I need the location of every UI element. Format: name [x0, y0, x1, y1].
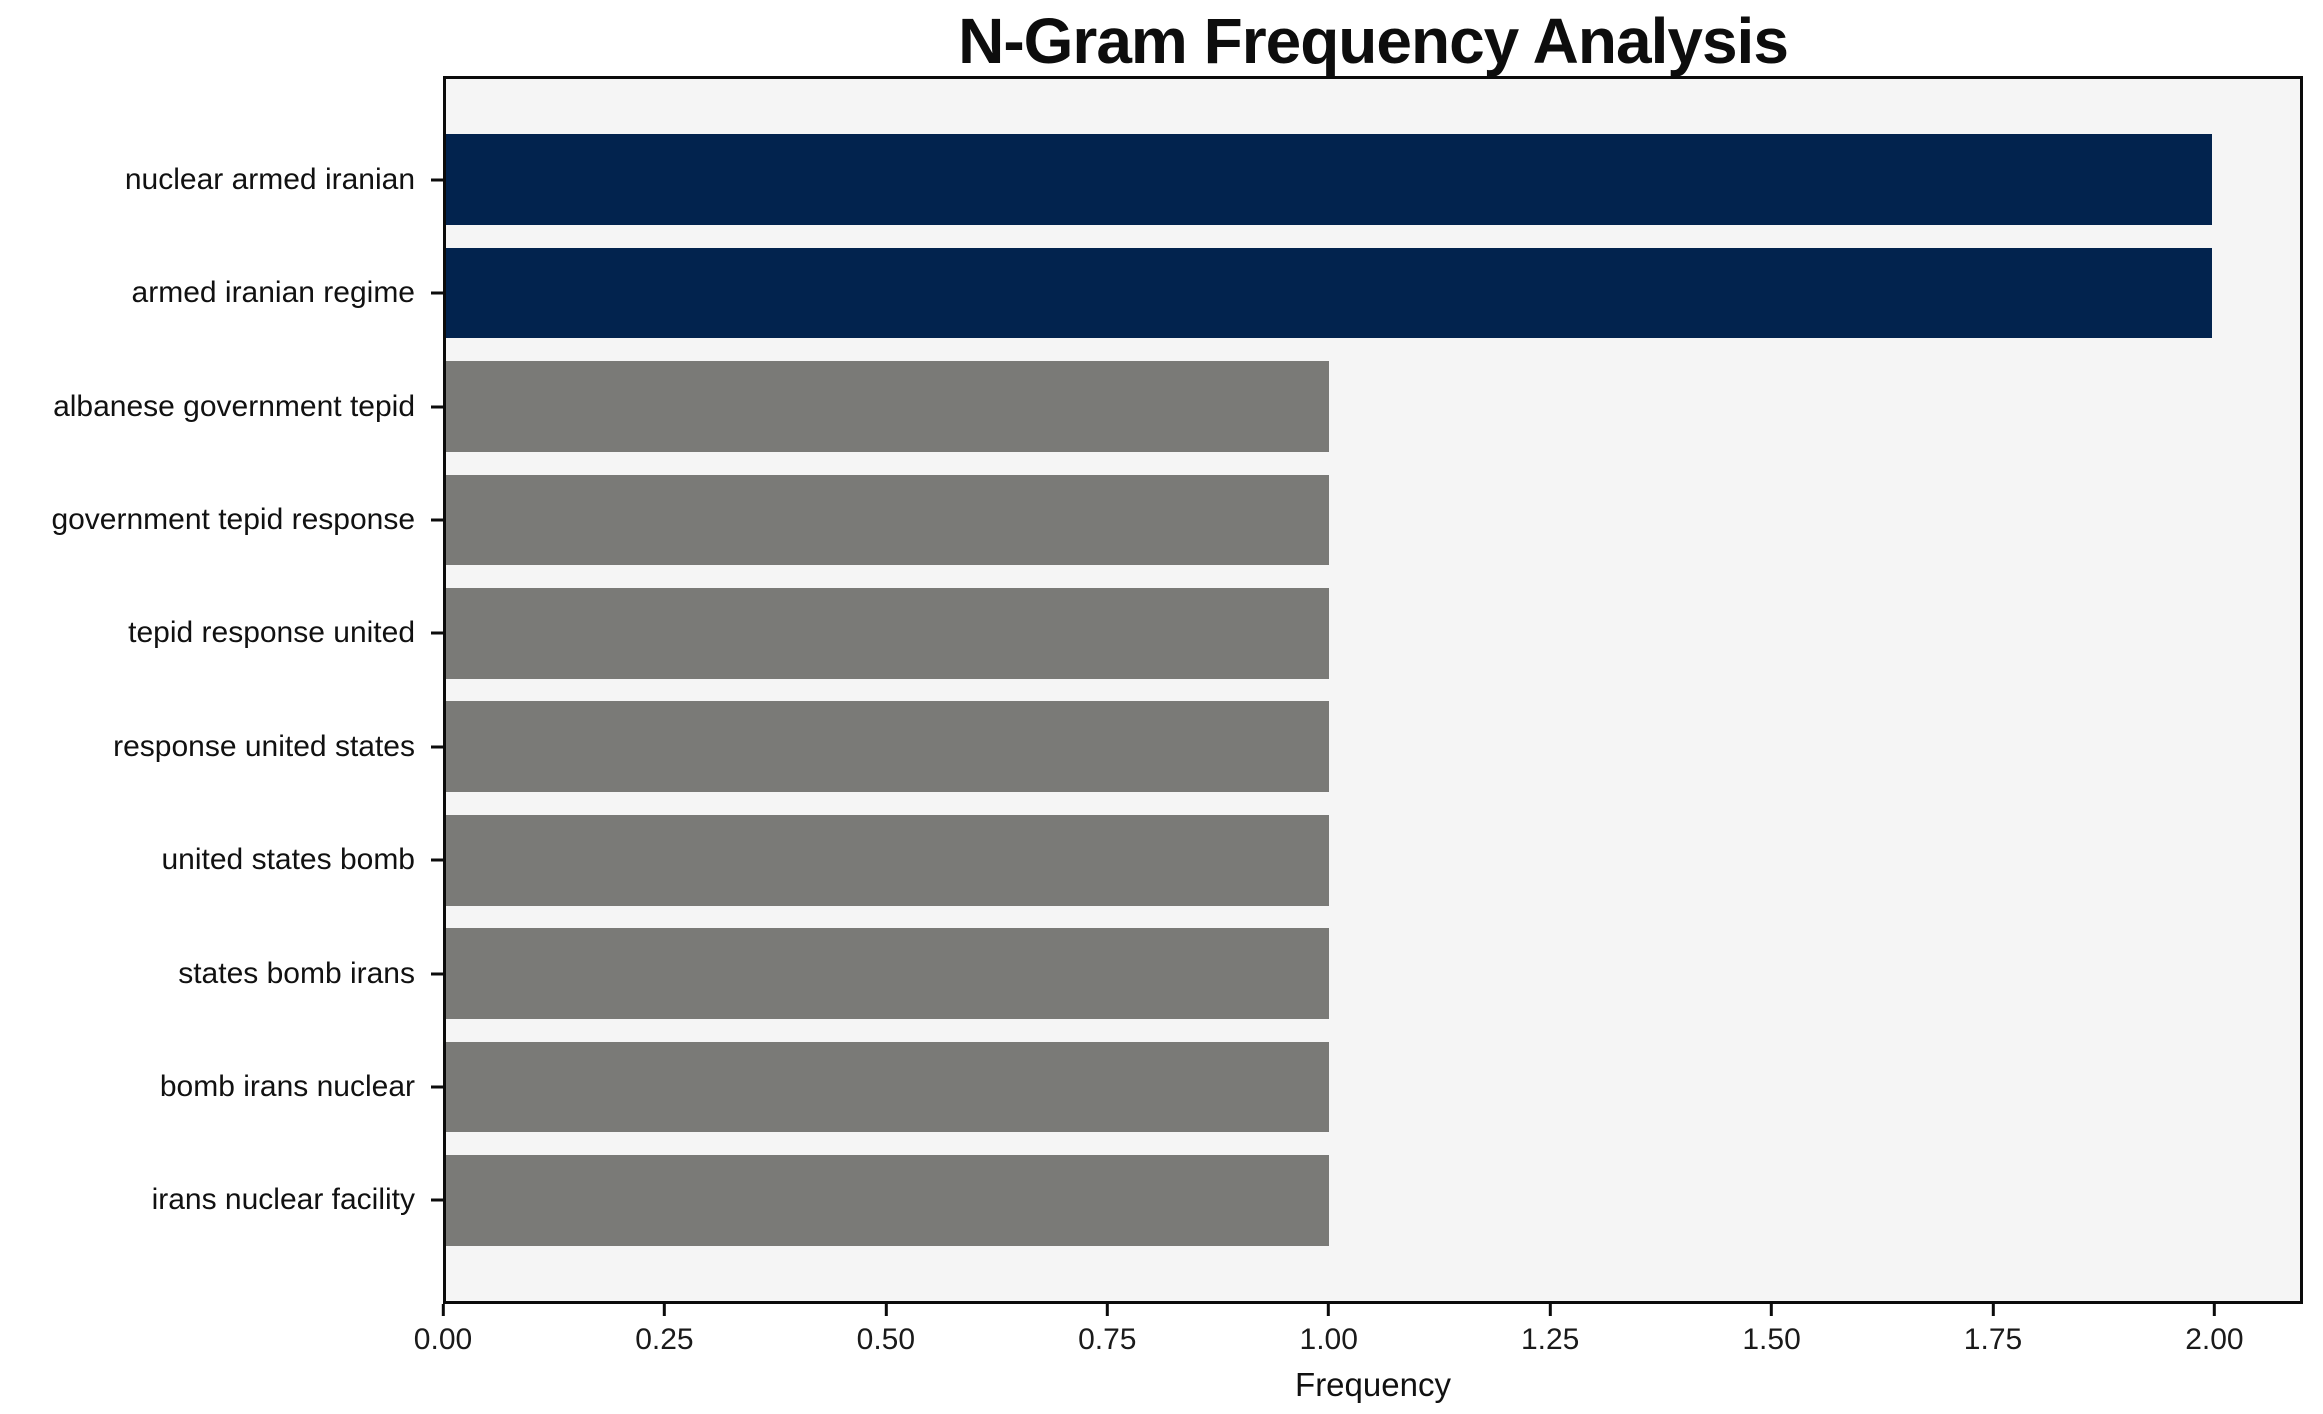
x-tick: 0.75	[1078, 1304, 1136, 1357]
x-tick: 1.75	[1964, 1304, 2022, 1357]
y-tick-mark	[431, 1198, 443, 1202]
y-tick-mark	[431, 858, 443, 862]
y-axis-label: nuclear armed iranian	[124, 162, 415, 196]
bar-row: albanese government tepid	[53, 350, 2300, 463]
y-axis-label: united states bomb	[161, 843, 416, 877]
x-tick: 0.00	[414, 1304, 472, 1357]
x-tick-mark	[662, 1304, 666, 1316]
bar	[446, 928, 1329, 1019]
plot-area: nuclear armed iranian armed iranian regim…	[51, 76, 2303, 1304]
x-tick-label: 1.25	[1520, 1323, 1580, 1356]
x-tick: 0.25	[635, 1304, 694, 1357]
x-tick: 0.50	[857, 1304, 915, 1357]
bar	[446, 701, 1329, 793]
y-axis-label: response united states	[113, 729, 415, 763]
bar	[446, 134, 2212, 226]
bar-rows: nuclear armed iranian armed iranian regim…	[51, 79, 2300, 1301]
x-tick-mark	[1548, 1304, 1552, 1316]
bar	[446, 587, 1329, 679]
bar	[446, 1041, 1329, 1133]
bar-row: government tepid response	[51, 463, 2300, 576]
y-axis-label: tepid response united	[128, 616, 415, 650]
bar-row: united states bomb	[162, 803, 2300, 916]
y-tick-mark	[431, 178, 443, 182]
x-tick: 2.00	[2185, 1304, 2244, 1357]
bar-row: tepid response united	[128, 577, 2300, 690]
y-axis-label: albanese government tepid	[53, 389, 415, 423]
x-tick: 1.00	[1300, 1304, 1358, 1357]
y-tick-mark	[431, 631, 443, 635]
bar-row: bomb irans nuclear	[160, 1030, 2300, 1143]
x-tick-mark	[2212, 1304, 2216, 1316]
x-axis-title: Frequency	[1295, 1366, 1451, 1403]
bar-row: nuclear armed iranian	[125, 123, 2300, 236]
x-tick-label: 1.75	[1963, 1323, 2023, 1356]
y-axis-label: armed iranian regime	[131, 276, 415, 310]
y-axis-label: bomb irans nuclear	[159, 1069, 415, 1103]
x-tick-mark	[1327, 1304, 1331, 1316]
y-axis-label: government tepid response	[51, 502, 415, 536]
chart-title: N-Gram Frequency Analysis	[958, 5, 1789, 77]
x-tick-label: 0.50	[856, 1323, 916, 1356]
bar-row: states bomb irans	[178, 917, 2300, 1030]
x-tick-mark	[1105, 1304, 1109, 1316]
y-tick-mark	[431, 405, 443, 409]
x-tick-mark	[884, 1304, 888, 1316]
y-tick-mark	[431, 972, 443, 976]
y-tick-mark	[431, 1085, 443, 1089]
x-tick-label: 0.75	[1078, 1323, 1137, 1356]
bar	[446, 1155, 1329, 1246]
bar	[446, 361, 1329, 452]
bar	[446, 247, 2212, 339]
y-tick-mark	[431, 518, 443, 522]
x-tick: 1.50	[1742, 1304, 1801, 1357]
y-axis-label: states bomb irans	[178, 956, 415, 990]
x-tick-mark	[441, 1304, 445, 1316]
x-tick-label: 0.25	[635, 1323, 694, 1356]
x-tick-label: 1.50	[1742, 1323, 1801, 1356]
y-tick-mark	[431, 745, 443, 749]
bar	[446, 814, 1329, 906]
x-tick-label: 1.00	[1299, 1323, 1358, 1356]
bar-row: irans nuclear facility	[152, 1144, 2300, 1257]
x-tick-label: 2.00	[2185, 1323, 2244, 1356]
x-tick-mark	[1991, 1304, 1995, 1316]
y-tick-mark	[431, 291, 443, 295]
bar-row: armed iranian regime	[132, 236, 2300, 349]
bar	[446, 474, 1329, 566]
bar-row: response united states	[113, 690, 2300, 803]
x-tick: 1.25	[1521, 1304, 1579, 1357]
y-axis-label: irans nuclear facility	[151, 1183, 415, 1217]
x-tick-label: 0.00	[413, 1323, 473, 1356]
x-tick-mark	[1770, 1304, 1774, 1316]
